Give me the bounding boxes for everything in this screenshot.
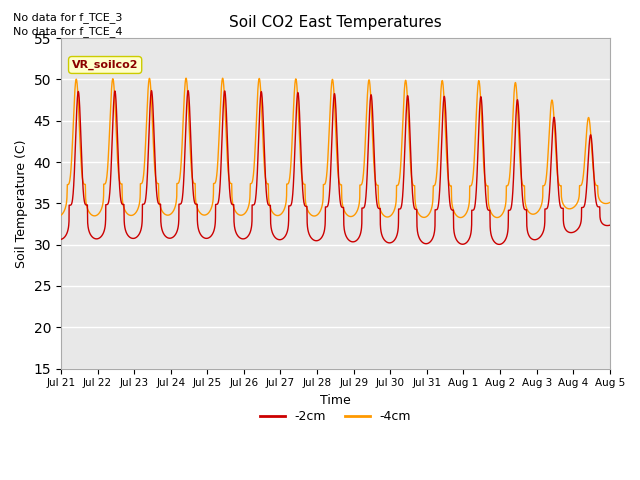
Y-axis label: Soil Temperature (C): Soil Temperature (C) [15,139,28,267]
Text: No data for f_TCE_4: No data for f_TCE_4 [13,26,122,37]
Text: VR_soilco2: VR_soilco2 [72,60,138,70]
Legend: -2cm, -4cm: -2cm, -4cm [255,406,416,428]
Title: Soil CO2 East Temperatures: Soil CO2 East Temperatures [229,15,442,30]
Text: No data for f_TCE_3: No data for f_TCE_3 [13,12,122,23]
X-axis label: Time: Time [320,394,351,407]
